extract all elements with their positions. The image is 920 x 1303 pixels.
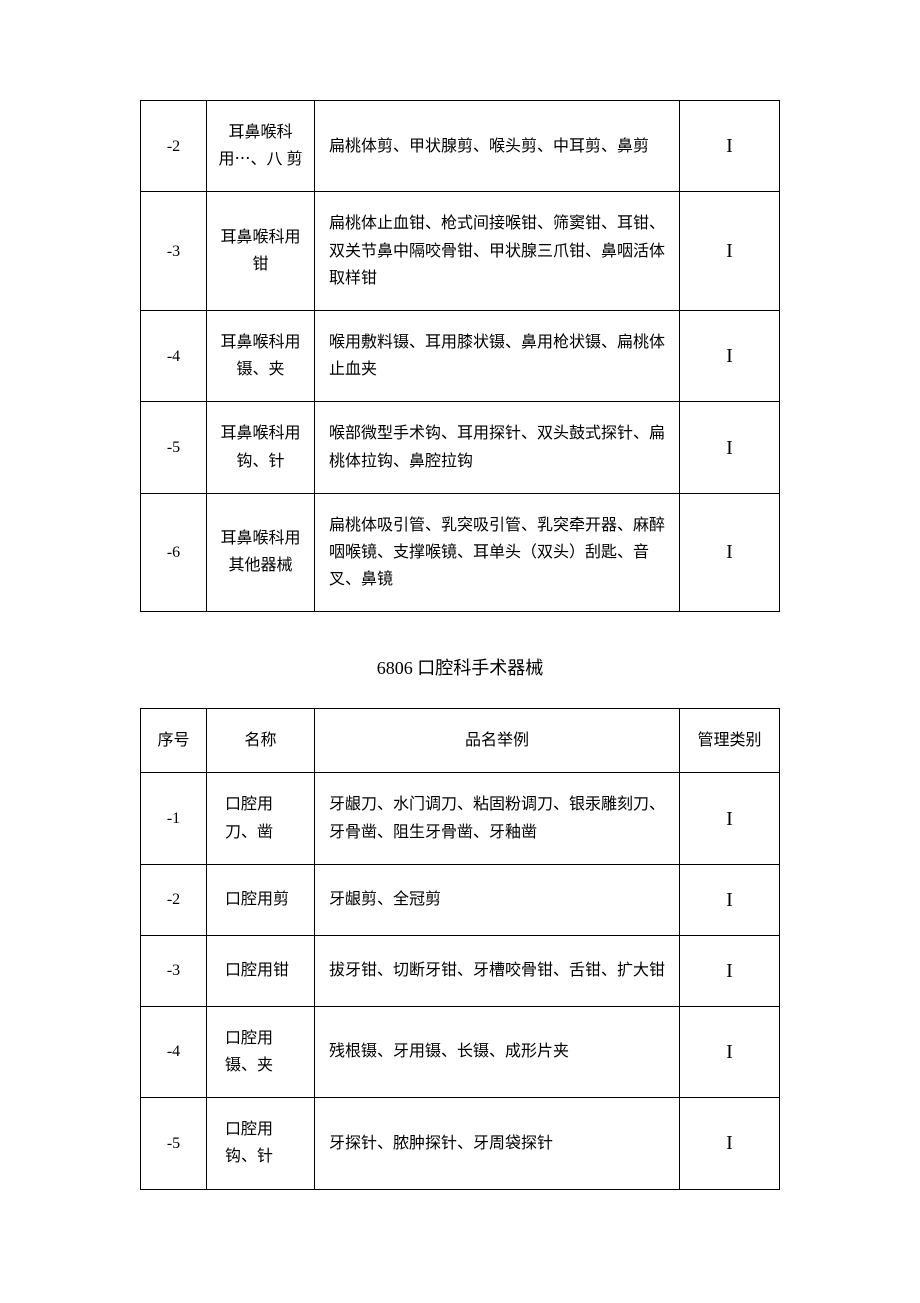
table-row: -5 口腔用钩、针 牙探针、脓肿探针、牙周袋探针 I xyxy=(141,1098,780,1189)
table-row: -2 口腔用剪 牙龈剪、全冠剪 I xyxy=(141,864,780,935)
header-example: 品名举例 xyxy=(315,709,680,773)
section-title: 6806 口腔科手术器械 xyxy=(140,654,780,680)
cell-example: 喉用敷料镊、耳用膝状镊、鼻用枪状镊、扁桃体止血夹 xyxy=(315,310,680,401)
name-text: 口腔用镊、夹 xyxy=(217,1025,304,1079)
cell-category: I xyxy=(680,935,780,1006)
table-row: -4 口腔用镊、夹 残根镊、牙用镊、长镊、成形片夹 I xyxy=(141,1006,780,1097)
name-text: 耳鼻喉科用钩、针 xyxy=(217,420,304,474)
name-text: 耳鼻喉科用⋯、八 剪 xyxy=(217,119,304,173)
name-text: 耳鼻喉科用镊、夹 xyxy=(217,329,304,383)
cell-category: I xyxy=(680,310,780,401)
cell-example: 牙龈剪、全冠剪 xyxy=(315,864,680,935)
cell-example: 扁桃体剪、甲状腺剪、喉头剪、中耳剪、鼻剪 xyxy=(315,101,680,192)
cell-name: 口腔用钳 xyxy=(207,935,315,1006)
table-body: -2 耳鼻喉科用⋯、八 剪 扁桃体剪、甲状腺剪、喉头剪、中耳剪、鼻剪 I -3 … xyxy=(141,101,780,612)
table-row: -4 耳鼻喉科用镊、夹 喉用敷料镊、耳用膝状镊、鼻用枪状镊、扁桃体止血夹 I xyxy=(141,310,780,401)
header-seq: 序号 xyxy=(141,709,207,773)
name-text: 耳鼻喉科用钳 xyxy=(217,224,304,278)
cell-seq: -4 xyxy=(141,310,207,401)
table-row: -2 耳鼻喉科用⋯、八 剪 扁桃体剪、甲状腺剪、喉头剪、中耳剪、鼻剪 I xyxy=(141,101,780,192)
cell-seq: -4 xyxy=(141,1006,207,1097)
cell-name: 口腔用刀、凿 xyxy=(207,773,315,864)
table-row: -1 口腔用刀、凿 牙龈刀、水门调刀、粘固粉调刀、银汞雕刻刀、牙骨凿、阻生牙骨凿… xyxy=(141,773,780,864)
name-text: 耳鼻喉科用其他器械 xyxy=(217,525,304,579)
cell-seq: -1 xyxy=(141,773,207,864)
cell-example: 喉部微型手术钩、耳用探针、双头鼓式探针、扁桃体拉钩、鼻腔拉钩 xyxy=(315,402,680,493)
table-head: 序号 名称 品名举例 管理类别 xyxy=(141,709,780,773)
cell-category: I xyxy=(680,493,780,612)
cell-example: 牙龈刀、水门调刀、粘固粉调刀、银汞雕刻刀、牙骨凿、阻生牙骨凿、牙釉凿 xyxy=(315,773,680,864)
cell-example: 残根镊、牙用镊、长镊、成形片夹 xyxy=(315,1006,680,1097)
cell-category: I xyxy=(680,1098,780,1189)
name-text: 口腔用剪 xyxy=(217,886,304,913)
cell-name: 口腔用钩、针 xyxy=(207,1098,315,1189)
table-row: -3 口腔用钳 拔牙钳、切断牙钳、牙槽咬骨钳、舌钳、扩大钳 I xyxy=(141,935,780,1006)
table-row: -6 耳鼻喉科用其他器械 扁桃体吸引管、乳突吸引管、乳突牵开器、麻醉咽喉镜、支撑… xyxy=(141,493,780,612)
table-row: -3 耳鼻喉科用钳 扁桃体止血钳、枪式间接喉钳、筛窦钳、耳钳、双关节鼻中隔咬骨钳… xyxy=(141,192,780,311)
name-text: 口腔用钳 xyxy=(217,957,304,984)
cell-category: I xyxy=(680,864,780,935)
header-name: 名称 xyxy=(207,709,315,773)
cell-name: 口腔用镊、夹 xyxy=(207,1006,315,1097)
cell-seq: -6 xyxy=(141,493,207,612)
cell-category: I xyxy=(680,101,780,192)
cell-category: I xyxy=(680,1006,780,1097)
cell-name: 耳鼻喉科用⋯、八 剪 xyxy=(207,101,315,192)
table-header-row: 序号 名称 品名举例 管理类别 xyxy=(141,709,780,773)
cell-example: 拔牙钳、切断牙钳、牙槽咬骨钳、舌钳、扩大钳 xyxy=(315,935,680,1006)
cell-name: 耳鼻喉科用其他器械 xyxy=(207,493,315,612)
cell-seq: -5 xyxy=(141,1098,207,1189)
cell-example: 扁桃体止血钳、枪式间接喉钳、筛窦钳、耳钳、双关节鼻中隔咬骨钳、甲状腺三爪钳、鼻咽… xyxy=(315,192,680,311)
cell-seq: -2 xyxy=(141,864,207,935)
cell-category: I xyxy=(680,402,780,493)
cell-example: 扁桃体吸引管、乳突吸引管、乳突牵开器、麻醉咽喉镜、支撑喉镜、耳单头（双头）刮匙、… xyxy=(315,493,680,612)
cell-example: 牙探针、脓肿探针、牙周袋探针 xyxy=(315,1098,680,1189)
cell-seq: -5 xyxy=(141,402,207,493)
table-row: -5 耳鼻喉科用钩、针 喉部微型手术钩、耳用探针、双头鼓式探针、扁桃体拉钩、鼻腔… xyxy=(141,402,780,493)
table-dental-instruments: 序号 名称 品名举例 管理类别 -1 口腔用刀、凿 牙龈刀、水门调刀、粘固粉调刀… xyxy=(140,708,780,1189)
header-category: 管理类别 xyxy=(680,709,780,773)
table-ent-instruments: -2 耳鼻喉科用⋯、八 剪 扁桃体剪、甲状腺剪、喉头剪、中耳剪、鼻剪 I -3 … xyxy=(140,100,780,612)
cell-seq: -3 xyxy=(141,935,207,1006)
cell-seq: -2 xyxy=(141,101,207,192)
cell-category: I xyxy=(680,773,780,864)
table-body: -1 口腔用刀、凿 牙龈刀、水门调刀、粘固粉调刀、银汞雕刻刀、牙骨凿、阻生牙骨凿… xyxy=(141,773,780,1189)
cell-name: 口腔用剪 xyxy=(207,864,315,935)
cell-name: 耳鼻喉科用钩、针 xyxy=(207,402,315,493)
cell-category: I xyxy=(680,192,780,311)
name-text: 口腔用刀、凿 xyxy=(217,791,304,845)
cell-name: 耳鼻喉科用镊、夹 xyxy=(207,310,315,401)
cell-seq: -3 xyxy=(141,192,207,311)
name-text: 口腔用钩、针 xyxy=(217,1116,304,1170)
cell-name: 耳鼻喉科用钳 xyxy=(207,192,315,311)
